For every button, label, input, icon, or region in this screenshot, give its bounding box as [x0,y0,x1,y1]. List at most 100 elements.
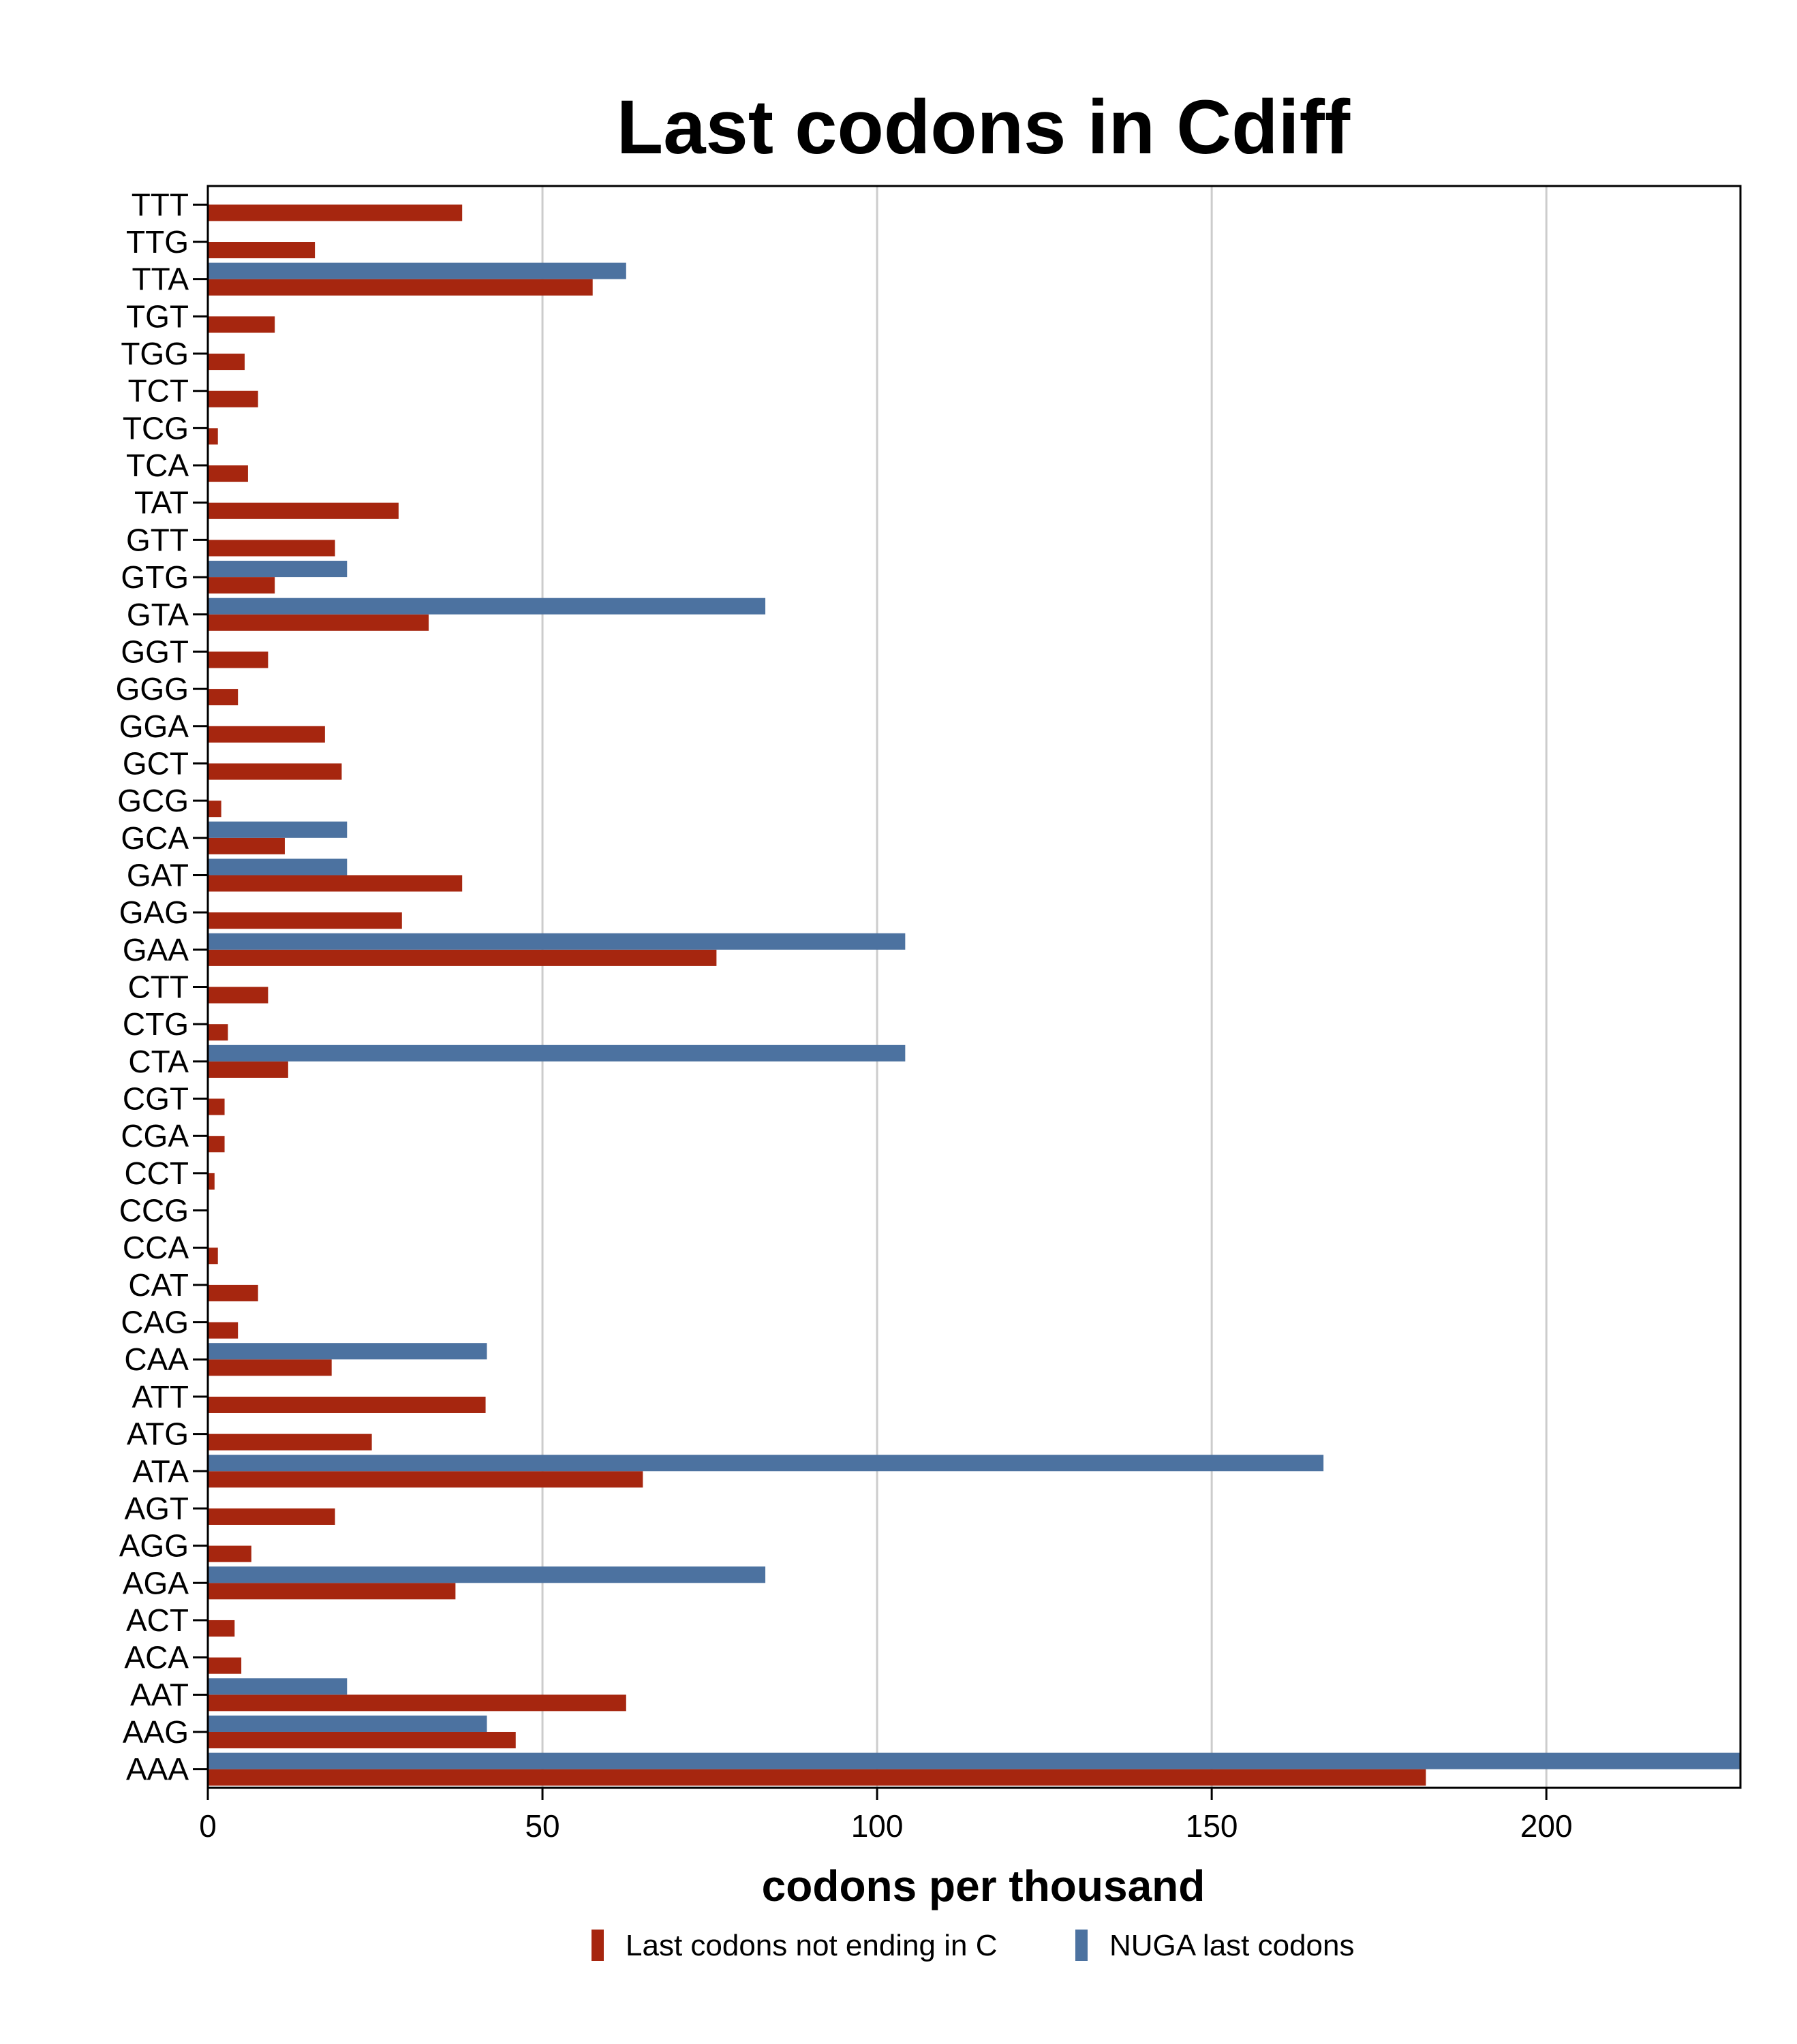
y-tick-label-CGA: CGA [121,1118,189,1153]
bar-not-ending-c-GGG [208,689,239,706]
x-axis: 0 50 100 150 200 [199,1788,1573,1844]
bar-not-ending-c-CAT [208,1284,258,1301]
legend: Last codons not ending in C NUGA last cod… [592,1929,1355,1962]
gridlines [541,186,1548,1788]
x-tick-label: 200 [1520,1808,1573,1844]
bar-not-ending-c-ATT [208,1396,486,1413]
bar-nuga-AAG [208,1715,487,1732]
bar-not-ending-c-TTT [208,204,463,221]
chart-title: Last codons in Cdiff [617,84,1351,170]
bar-not-ending-c-TGT [208,316,275,333]
bar-not-ending-c-GCT [208,763,342,780]
y-tick-label-GAA: GAA [123,932,189,967]
bar-nuga-ATA [208,1455,1324,1472]
bar-nuga-AAA [208,1752,1740,1769]
y-tick-label-GAG: GAG [119,895,189,930]
bar-nuga-TTA [208,262,626,279]
bar-not-ending-c-AGT [208,1508,335,1525]
bar-not-ending-c-TAT [208,502,399,519]
bar-not-ending-c-TTG [208,242,316,259]
y-tick-label-TTG: TTG [126,224,189,260]
bar-not-ending-c-TCT [208,390,258,407]
bar-nuga-CAA [208,1343,487,1360]
bar-not-ending-c-GCA [208,837,285,854]
y-tick-label-CTA: CTA [128,1044,189,1079]
y-tick-label-CAG: CAG [121,1305,189,1340]
bar-not-ending-c-TCG [208,428,218,445]
y-tick-label-TCA: TCA [126,448,189,483]
y-tick-label-ATG: ATG [127,1416,189,1452]
bar-nuga-AGA [208,1566,766,1583]
y-tick-label-AAG: AAG [123,1714,189,1750]
bar-not-ending-c-ATG [208,1434,372,1451]
legend-entry: NUGA last codons [1109,1929,1355,1962]
bar-not-ending-c-GTG [208,577,275,594]
y-tick-label-GCA: GCA [121,820,189,856]
bar-not-ending-c-AGG [208,1545,251,1562]
bar-not-ending-c-ATA [208,1471,643,1488]
legend-swatch [1075,1930,1088,1961]
y-tick-label-CAA: CAA [124,1342,189,1377]
bar-not-ending-c-GTA [208,614,429,631]
y-tick-label-GTT: GTT [126,522,189,557]
bar-nuga-GAT [208,858,348,876]
x-tick-label: 150 [1186,1808,1238,1844]
bar-not-ending-c-AAT [208,1694,626,1712]
bar-not-ending-c-TTA [208,279,593,296]
x-tick-label: 0 [199,1808,217,1844]
bar-not-ending-c-GCG [208,801,221,818]
y-axis: TTTTTGTTATGTTGGTCTTCGTCATATGTTGTGGTAGGTG… [116,187,208,1787]
y-tick-label-GAT: GAT [127,857,189,893]
x-tick-label: 50 [525,1808,559,1844]
x-axis-label: codons per thousand [762,1861,1205,1910]
bar-not-ending-c-AAA [208,1769,1426,1786]
y-tick-label-AGG: AGG [119,1528,189,1564]
bar-not-ending-c-CTT [208,987,268,1004]
bar-not-ending-c-CTG [208,1024,228,1041]
bar-not-ending-c-CCT [208,1173,215,1190]
y-tick-label-TCT: TCT [128,373,189,409]
y-tick-label-TGT: TGT [126,298,189,334]
bar-not-ending-c-CAG [208,1322,239,1339]
bar-not-ending-c-ACT [208,1620,235,1637]
y-tick-label-AGA: AGA [123,1565,189,1600]
bar-not-ending-c-CCA [208,1248,218,1265]
bar-not-ending-c-CGA [208,1136,225,1153]
bar-not-ending-c-CGT [208,1098,225,1115]
bar-not-ending-c-TCA [208,465,248,482]
y-tick-label-CCT: CCT [124,1156,189,1191]
bar-not-ending-c-ACA [208,1657,242,1674]
bar-nuga-GAA [208,933,906,950]
x-tick-label: 100 [851,1808,904,1844]
bar-not-ending-c-AAG [208,1731,516,1749]
legend-entry: Last codons not ending in C [626,1929,998,1962]
y-tick-label-GGG: GGG [116,671,189,707]
plot-frame [206,185,1742,1789]
bar-not-ending-c-GTT [208,540,335,557]
y-tick-label-TAT: TAT [134,485,189,521]
legend-swatch [592,1930,604,1961]
y-tick-label-AAA: AAA [126,1752,189,1787]
y-tick-label-ACA: ACA [124,1640,189,1675]
y-tick-label-GGA: GGA [119,709,189,744]
y-tick-label-TCG: TCG [123,410,189,446]
bar-not-ending-c-GAT [208,875,463,892]
bar-not-ending-c-CAA [208,1359,332,1376]
y-tick-label-GCT: GCT [123,745,189,781]
y-tick-label-AAT: AAT [130,1677,189,1712]
y-tick-label-AGT: AGT [124,1491,189,1526]
bar-nuga-AAT [208,1678,348,1695]
y-tick-label-CCG: CCG [119,1193,189,1228]
y-tick-label-ATA: ATA [132,1453,189,1489]
y-tick-label-CGT: CGT [123,1081,189,1117]
bar-nuga-CTA [208,1044,906,1062]
bar-not-ending-c-AGA [208,1583,456,1600]
y-tick-label-GTG: GTG [121,559,189,595]
y-tick-label-TTA: TTA [132,262,189,297]
y-tick-label-CTT: CTT [128,970,189,1005]
y-tick-label-CTG: CTG [123,1006,189,1042]
y-tick-label-ATT: ATT [132,1379,189,1414]
bar-not-ending-c-GAG [208,912,402,929]
y-tick-label-TTT: TTT [132,187,189,222]
